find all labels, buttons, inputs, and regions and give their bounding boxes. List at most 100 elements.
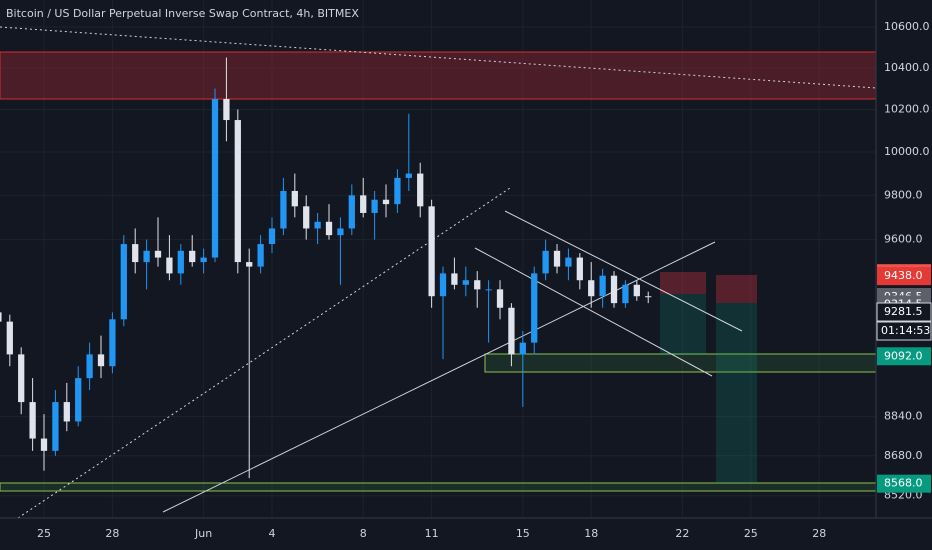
candle-body bbox=[223, 99, 230, 121]
candle-body bbox=[257, 244, 264, 267]
y-tick-label: 9800.0 bbox=[884, 188, 923, 201]
candle-body bbox=[576, 257, 583, 281]
candle-body bbox=[451, 273, 458, 285]
candle-body bbox=[97, 354, 105, 367]
candle-body bbox=[428, 206, 435, 297]
candle-body bbox=[0, 312, 2, 322]
candle-body bbox=[189, 250, 196, 263]
countdown: 01:14:53 bbox=[881, 324, 930, 337]
support-zone bbox=[484, 353, 877, 373]
y-tick-label: 8680.0 bbox=[884, 449, 923, 462]
candle-body bbox=[40, 438, 48, 451]
price-tag bbox=[877, 474, 931, 493]
candle-body bbox=[405, 173, 412, 178]
candle-body bbox=[622, 284, 629, 304]
candle-body bbox=[360, 195, 367, 213]
candle-body bbox=[280, 190, 287, 229]
chart-title: Bitcoin / US Dollar Perpetual Inverse Sw… bbox=[6, 7, 359, 20]
x-tick-label: 22 bbox=[675, 527, 689, 540]
x-tick-label: 18 bbox=[584, 527, 598, 540]
y-tick-label: 8840.0 bbox=[884, 410, 923, 423]
y-tick-label: 10600.0 bbox=[884, 20, 930, 33]
position-target bbox=[660, 294, 706, 355]
price-tag-label: 9092.0 bbox=[884, 349, 923, 362]
candle-body bbox=[314, 221, 321, 229]
candle-body bbox=[519, 342, 526, 355]
x-tick-label: 8 bbox=[360, 527, 367, 540]
y-tick-label: 10200.0 bbox=[884, 103, 930, 116]
candle-body bbox=[132, 244, 139, 263]
trend-line bbox=[17, 187, 511, 519]
support-zone bbox=[0, 482, 877, 492]
candle-body bbox=[166, 257, 173, 274]
candle-body bbox=[211, 99, 219, 258]
candle-body bbox=[325, 221, 333, 236]
x-tick-label: 4 bbox=[269, 527, 276, 540]
candle-body bbox=[542, 250, 549, 274]
x-tick-label: 25 bbox=[744, 527, 758, 540]
candle-body bbox=[645, 296, 652, 298]
candle-body bbox=[6, 321, 13, 355]
price-tag-label: 9438.0 bbox=[884, 269, 923, 282]
candle-body bbox=[63, 402, 70, 422]
price-tag bbox=[877, 267, 931, 286]
candle-body bbox=[417, 173, 424, 207]
candle-body bbox=[439, 273, 447, 297]
candle-body bbox=[177, 250, 184, 274]
candle-body bbox=[508, 307, 515, 355]
price-tag bbox=[877, 347, 931, 366]
candle-body bbox=[143, 250, 150, 263]
candle-body bbox=[52, 402, 59, 451]
candle-body bbox=[610, 275, 618, 304]
resistance-zone bbox=[0, 51, 877, 100]
candle-body bbox=[485, 289, 492, 291]
candle-body bbox=[246, 262, 253, 267]
y-tick-label: 10000.0 bbox=[884, 145, 930, 158]
candle-body bbox=[75, 378, 82, 422]
candle-body bbox=[588, 280, 595, 297]
candle-body bbox=[371, 199, 378, 213]
channel-line bbox=[474, 247, 713, 377]
candle-body bbox=[200, 257, 207, 263]
time-axis bbox=[0, 518, 932, 550]
position-target bbox=[716, 303, 757, 483]
candle-body bbox=[382, 199, 390, 205]
axes: 10600.0 10400.0 10200.0 10000.0 9800.0 9600.0… bbox=[37, 20, 932, 540]
trend-line bbox=[0, 26, 877, 89]
price-tag bbox=[876, 302, 932, 322]
candle-body bbox=[291, 190, 298, 207]
candle-body bbox=[109, 319, 116, 367]
x-tick-label: 11 bbox=[425, 527, 439, 540]
x-tick-label: 15 bbox=[516, 527, 530, 540]
candles bbox=[0, 57, 652, 479]
candle-body bbox=[268, 228, 276, 245]
x-tick-label: Jun bbox=[194, 527, 212, 540]
candle-body bbox=[337, 228, 344, 236]
candle-body bbox=[303, 206, 310, 229]
position-stop bbox=[660, 272, 706, 294]
candle-body bbox=[394, 177, 401, 205]
price-tag-label: 8568.0 bbox=[884, 477, 923, 490]
price-tag-label: 9281.5 bbox=[884, 305, 923, 318]
channel-line bbox=[504, 210, 743, 332]
candle-body bbox=[234, 120, 241, 263]
y-tick-label: 9600.0 bbox=[884, 233, 923, 246]
candle-body bbox=[565, 257, 572, 267]
candle-body bbox=[496, 289, 504, 308]
x-tick-label: 28 bbox=[812, 527, 826, 540]
y-tick-label: 10400.0 bbox=[884, 61, 930, 74]
x-tick-label: 28 bbox=[105, 527, 119, 540]
candle-body bbox=[120, 244, 127, 320]
candle-body bbox=[462, 280, 469, 285]
candle-body bbox=[29, 402, 36, 439]
candle-body bbox=[348, 195, 355, 229]
position-stop bbox=[716, 275, 757, 303]
candle-body bbox=[474, 280, 481, 290]
candle-body bbox=[86, 354, 93, 379]
candle-body bbox=[553, 250, 561, 267]
candle-body bbox=[531, 273, 538, 343]
countdown-box bbox=[876, 321, 932, 341]
candle-body bbox=[154, 250, 162, 258]
